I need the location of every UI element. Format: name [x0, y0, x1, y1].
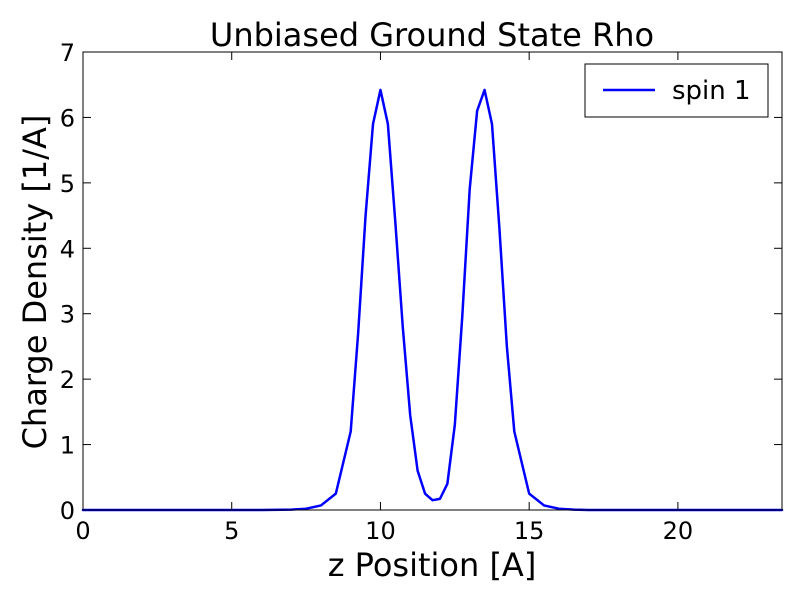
y-tick-label: 3	[60, 301, 75, 329]
x-axis-label: z Position [A]	[328, 546, 537, 584]
plot-frame	[82, 51, 783, 511]
x-tick-label: 5	[224, 517, 239, 545]
chart-title: Unbiased Ground State Rho	[210, 16, 654, 54]
y-tick-label: 2	[60, 366, 75, 394]
plot-area: 0 5 10 15 20 0 1 2 3 4 5 6 7	[60, 39, 784, 545]
y-tick-label: 6	[60, 104, 75, 132]
y-tick-label: 0	[60, 497, 75, 525]
x-tick-label: 20	[663, 517, 694, 545]
y-axis-label: Charge Density [1/A]	[16, 115, 54, 450]
x-tick-label: 15	[514, 517, 545, 545]
y-tick-label: 4	[60, 235, 75, 263]
series-line-1	[81, 88, 784, 512]
x-tick-label: 10	[365, 517, 396, 545]
x-tick-label: 0	[75, 517, 90, 545]
legend-label-spin-1: spin 1	[672, 76, 751, 106]
y-tick-label: 7	[60, 39, 75, 67]
y-tick-label: 1	[60, 432, 75, 460]
y-tick-label: 5	[60, 170, 75, 198]
legend: spin 1	[584, 63, 769, 118]
